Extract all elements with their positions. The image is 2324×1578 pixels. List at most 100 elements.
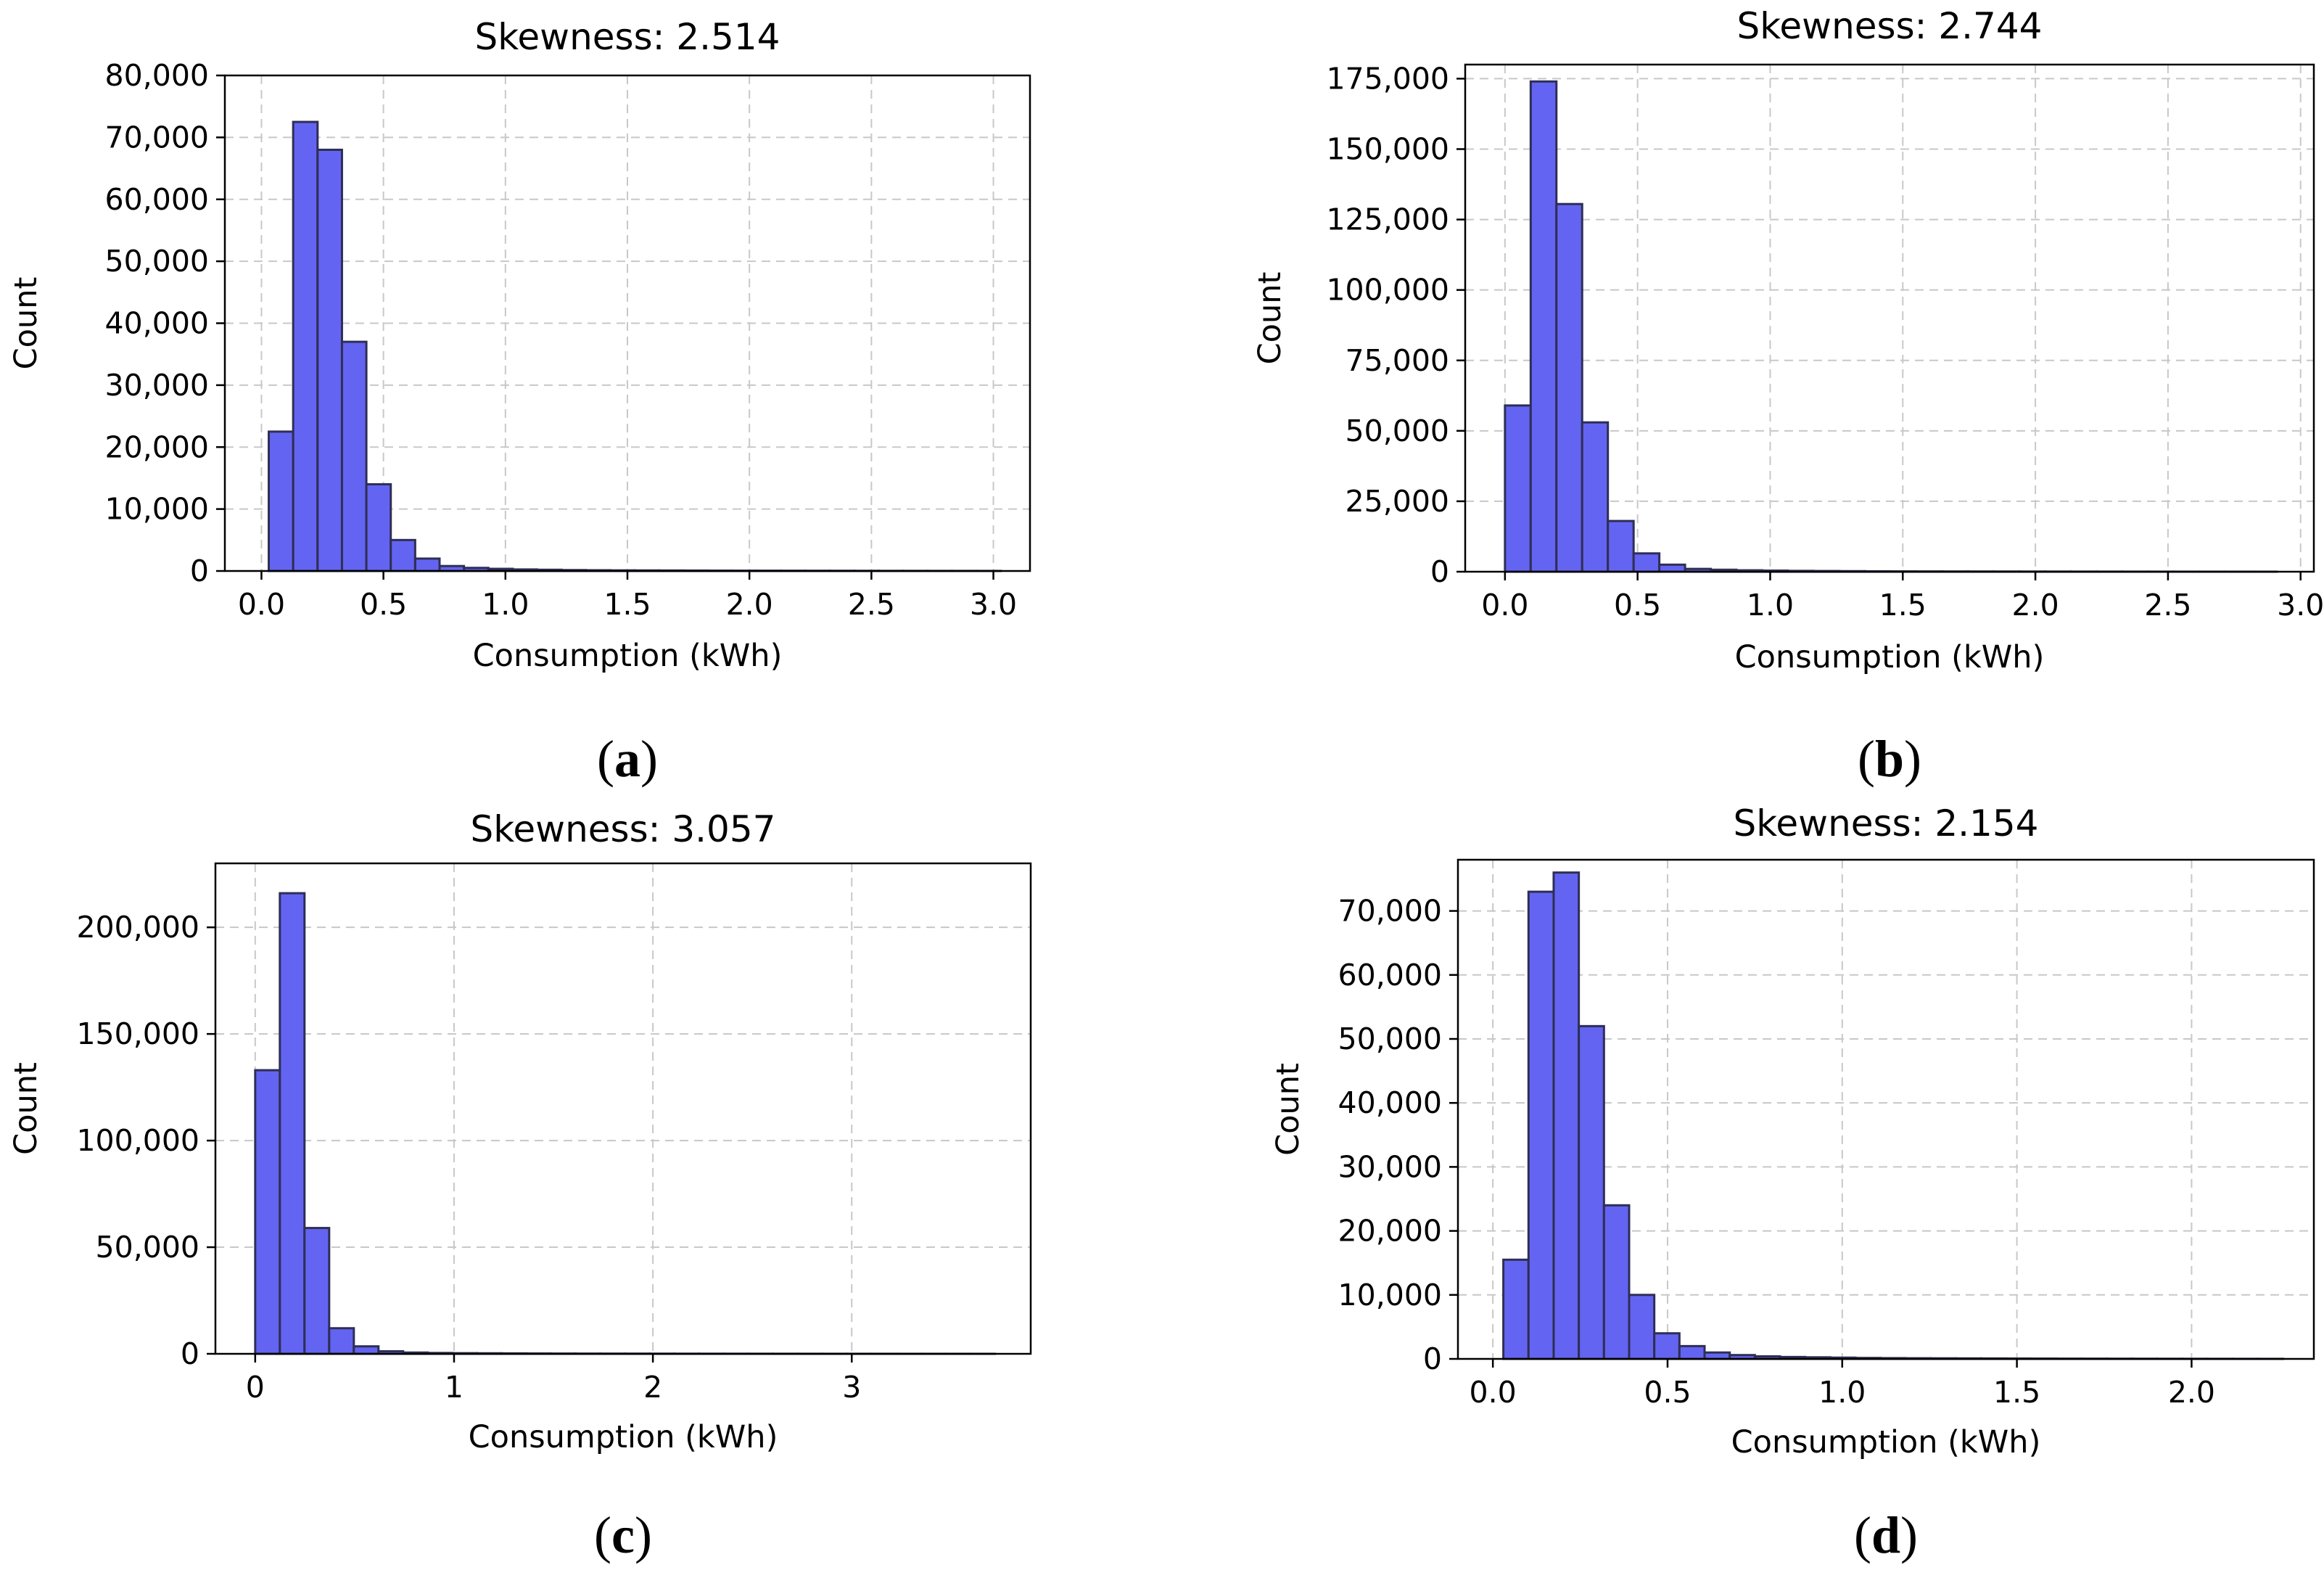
y-tick-label: 10,000 (105, 492, 209, 527)
y-axis-label: Count (1270, 1063, 1306, 1156)
x-axis-label: Consumption (kWh) (469, 1419, 778, 1455)
histogram-bar (279, 892, 306, 1355)
y-tick-label: 70,000 (105, 120, 209, 155)
y-tick-label: 0 (1430, 554, 1449, 589)
histogram-bar (303, 1227, 331, 1355)
x-tick-label: 0.5 (1614, 588, 1661, 622)
gridlines (1458, 860, 2314, 1359)
caption-paren: ) (1904, 730, 1921, 788)
y-axis-label: Count (8, 277, 44, 370)
histogram-bar (1628, 1294, 1656, 1360)
histogram-bar (365, 482, 392, 572)
histogram-bar (1678, 1344, 1706, 1360)
histogram-bar (328, 1327, 355, 1355)
plot-frame (1456, 858, 2315, 1360)
histogram-bar (292, 120, 319, 572)
histogram-bars (268, 120, 1002, 572)
x-tick-label: 1.0 (1747, 588, 1794, 622)
x-tick-label: 1.5 (1879, 588, 1927, 622)
histogram-bar (340, 340, 368, 572)
y-axis-label: Count (1252, 272, 1288, 365)
histogram-bar (353, 1345, 380, 1355)
x-tick-label: 2 (643, 1370, 662, 1405)
chart-title: Skewness: 3.057 (471, 808, 776, 850)
x-tick-label: 2.5 (2144, 588, 2191, 622)
histogram-bar (1555, 202, 1583, 573)
x-tick-label: 1 (445, 1370, 463, 1405)
x-tick-label: 1.5 (1993, 1375, 2040, 1410)
histogram-bar (1602, 1204, 1631, 1360)
histogram-bar (1581, 421, 1610, 573)
histogram-bar (1502, 1258, 1530, 1360)
panel-caption: (c) (594, 1506, 652, 1564)
y-tick-label: 100,000 (1326, 273, 1449, 308)
panel-caption: (d) (1854, 1506, 1918, 1564)
x-tick-label: 2.5 (848, 587, 895, 622)
histogram-bars (1504, 80, 2278, 573)
y-tick-label: 60,000 (105, 182, 209, 217)
histogram-bar (1578, 1024, 1605, 1360)
y-tick-label: 10,000 (1338, 1278, 1442, 1312)
x-tick-label: 0 (246, 1370, 265, 1405)
y-tick-label: 200,000 (76, 910, 199, 945)
y-tick-label: 150,000 (76, 1016, 199, 1051)
caption-paren: ) (1900, 1506, 1918, 1564)
plot-frame (214, 862, 1032, 1355)
y-tick-label: 150,000 (1326, 132, 1449, 167)
y-tick-label: 125,000 (1326, 202, 1449, 237)
y-tick-label: 70,000 (1338, 894, 1442, 929)
caption-paren: ( (1854, 1506, 1871, 1564)
caption-paren: ( (1858, 730, 1875, 788)
histogram-bar (1529, 80, 1558, 573)
histogram-bar (268, 430, 294, 572)
y-tick-label: 0 (181, 1336, 199, 1371)
y-tick-label: 20,000 (1338, 1214, 1442, 1249)
caption-paren: ) (640, 730, 658, 788)
histogram-bar (1504, 404, 1532, 573)
y-tick-label: 50,000 (1346, 414, 1449, 448)
x-tick-label: 1.0 (1818, 1375, 1866, 1410)
caption-letter: b (1875, 730, 1904, 788)
histogram-bar (254, 1069, 281, 1355)
caption-paren: ( (597, 730, 614, 788)
gridlines (215, 863, 1031, 1354)
histogram-bar (1527, 890, 1555, 1360)
chart-panel-b: 0 25,000 50,000 75,000 100,000 125,000 150,000… (1252, 5, 2324, 788)
histogram-bar (413, 557, 441, 572)
chart-title: Skewness: 2.154 (1734, 802, 2039, 845)
y-tick-label: 30,000 (1338, 1149, 1442, 1184)
y-tick-label: 0 (1423, 1341, 1442, 1376)
x-tick-label: 3.0 (970, 587, 1017, 622)
y-tick-label: 60,000 (1338, 958, 1442, 993)
histogram-bar (1607, 519, 1635, 573)
chart-title: Skewness: 2.514 (475, 16, 780, 58)
caption-paren: ( (594, 1506, 611, 1564)
x-tick-label: 0.0 (1481, 588, 1528, 622)
x-tick-label: 2.0 (2011, 588, 2059, 622)
caption-letter: d (1871, 1506, 1900, 1564)
x-axis-label: Consumption (kWh) (1731, 1424, 2041, 1460)
x-axis-label: Consumption (kWh) (473, 638, 783, 674)
histogram-bar (390, 538, 416, 572)
x-tick-label: 3 (842, 1370, 861, 1405)
x-tick-label: 3.0 (2277, 588, 2324, 622)
histogram-bar (1632, 552, 1661, 573)
y-axis-label: Count (8, 1062, 44, 1155)
panel-caption: (a) (597, 730, 658, 788)
y-tick-label: 40,000 (105, 306, 209, 341)
x-axis-label: Consumption (kWh) (1735, 639, 2045, 675)
y-tick-label: 40,000 (1338, 1085, 1442, 1120)
y-tick-label: 50,000 (105, 244, 209, 279)
chart-title: Skewness: 2.744 (1737, 5, 2043, 47)
x-tick-label: 0.0 (238, 587, 285, 622)
y-tick-label: 80,000 (105, 58, 209, 93)
histogram-bars (1502, 871, 2285, 1360)
chart-panel-d: 0 10,000 20,000 30,000 40,000 50,000 60,000 70,… (1270, 802, 2315, 1564)
histogram-bar (1658, 563, 1686, 573)
x-tick-label: 0.0 (1470, 1375, 1517, 1410)
y-tick-label: 50,000 (1338, 1022, 1442, 1056)
x-tick-label: 0.5 (1644, 1375, 1691, 1410)
chart-panel-a: 0 10,000 20,000 30,000 40,000 50,000 60,000 70,… (8, 16, 1031, 788)
plot-frame (1464, 63, 2315, 573)
